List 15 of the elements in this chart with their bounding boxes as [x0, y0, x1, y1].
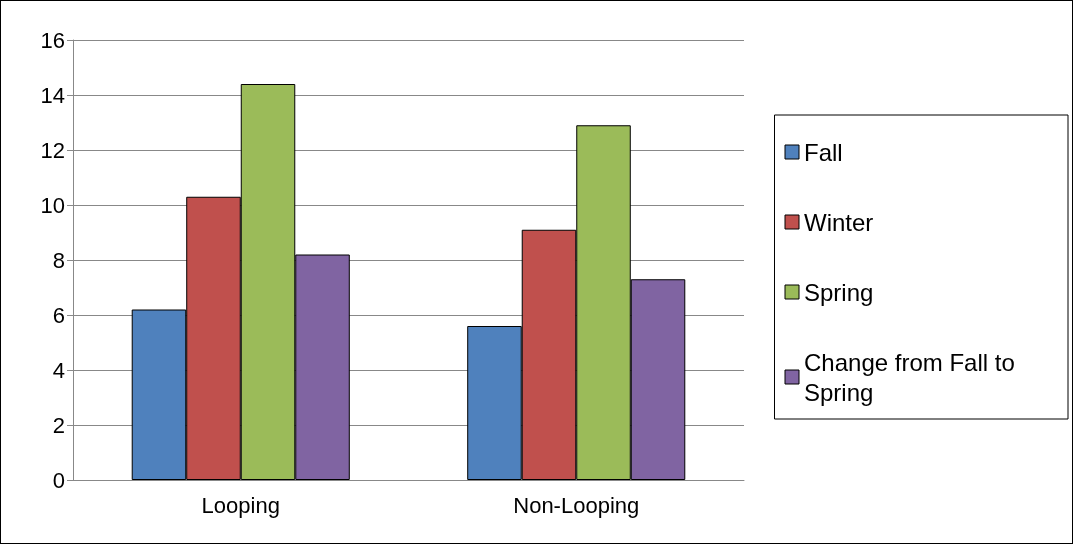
y-tick-label: 10 [40, 192, 65, 218]
y-tick-label: 4 [52, 357, 65, 383]
y-tick-label: 6 [52, 302, 65, 328]
legend-label: Winter [804, 208, 874, 236]
y-tick-label: 0 [52, 467, 65, 493]
y-tick-label: 14 [40, 82, 65, 108]
x-tick-label: Non-Looping [513, 492, 640, 518]
y-tick-label: 12 [40, 137, 65, 163]
y-tick-label: 8 [52, 247, 65, 273]
x-tick-label: Looping [201, 492, 280, 518]
legend-label: Fall [804, 138, 843, 166]
y-tick-label: 16 [40, 27, 65, 53]
y-tick-label: 2 [52, 412, 65, 438]
legend-label: Spring [804, 278, 874, 306]
legend-label: Change from Fall to Spring [804, 348, 1022, 406]
